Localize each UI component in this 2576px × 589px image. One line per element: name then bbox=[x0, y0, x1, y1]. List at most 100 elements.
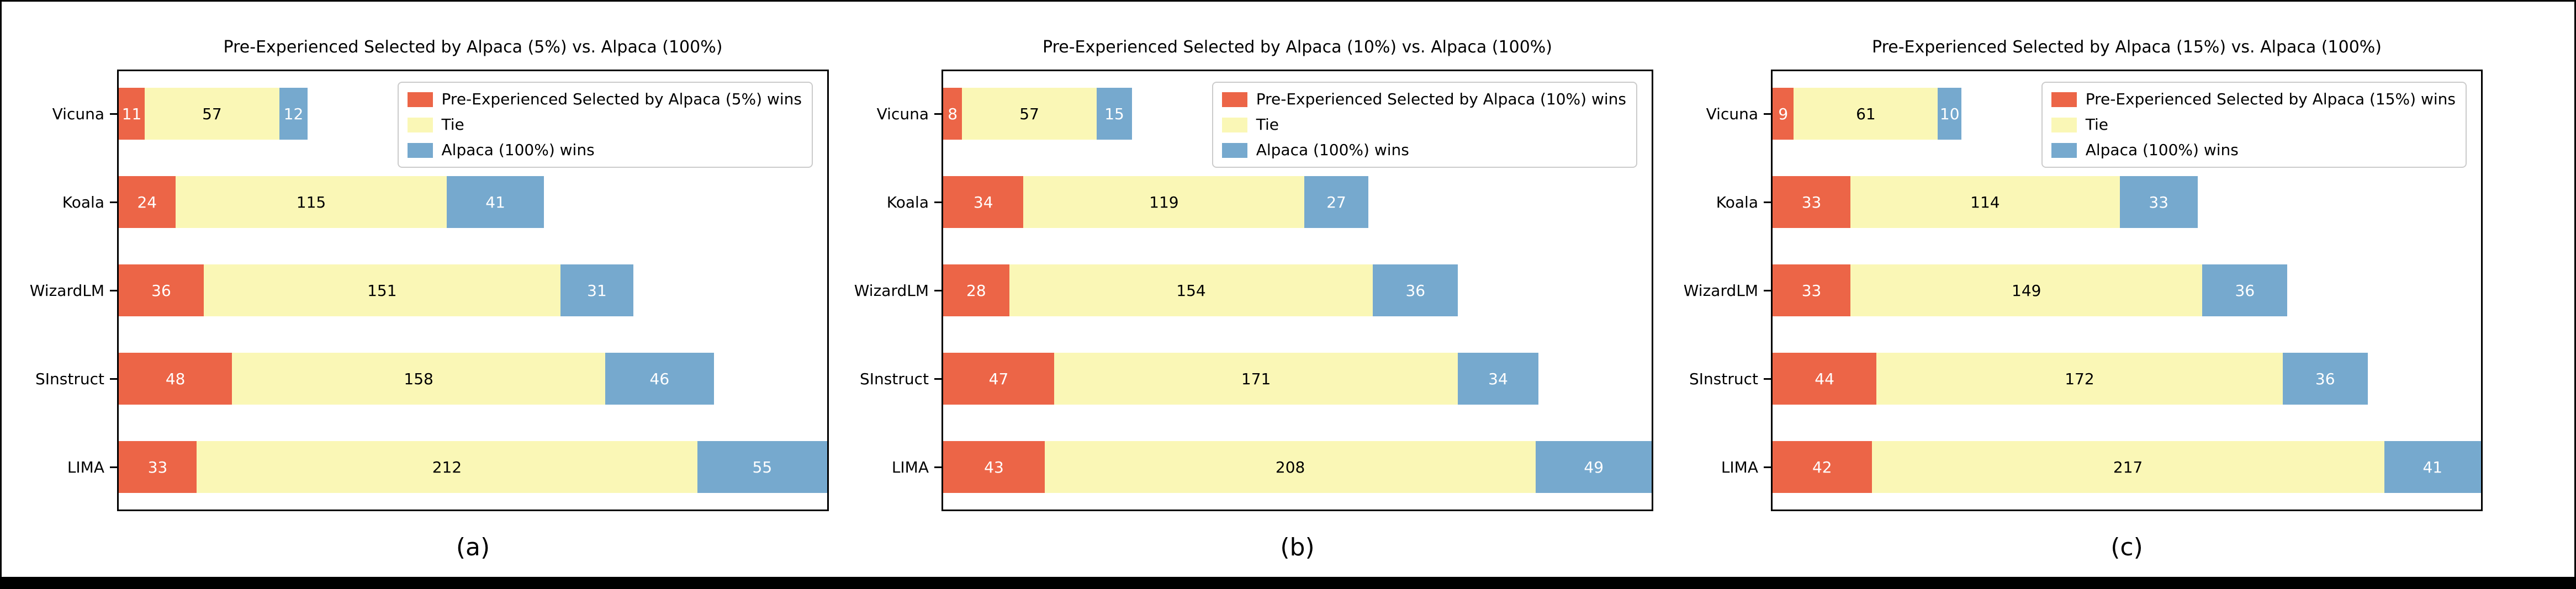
y-tick-label: Vicuna bbox=[52, 104, 104, 123]
legend-item-tie: Tie bbox=[407, 115, 802, 134]
bar-row: 11 57 12 bbox=[119, 88, 827, 140]
bar-row: 43 208 49 bbox=[943, 441, 1652, 493]
bar-value-label: 15 bbox=[1104, 104, 1124, 123]
legend-swatch-win-icon bbox=[2051, 92, 2077, 107]
legend-label: Pre-Experienced Selected by Alpaca (15%)… bbox=[2085, 90, 2456, 108]
subfigure-caption: (b) bbox=[1280, 533, 1315, 561]
bar-segment-win: 33 bbox=[1773, 264, 1851, 316]
bar-value-label: 47 bbox=[988, 369, 1009, 388]
legend-item-win: Pre-Experienced Selected by Alpaca (10%)… bbox=[1221, 91, 1626, 108]
bar-segment-lose: 36 bbox=[2202, 264, 2288, 316]
bar-segment-lose: 41 bbox=[447, 176, 544, 228]
bar-value-label: 212 bbox=[432, 458, 462, 476]
bar-segment-tie: 61 bbox=[1794, 88, 1938, 140]
bar-segment-tie: 119 bbox=[1023, 176, 1305, 228]
chart-title: Pre-Experienced Selected by Alpaca (10%)… bbox=[1043, 38, 1552, 57]
bar-value-label: 217 bbox=[2113, 458, 2143, 476]
y-tick-mark bbox=[1764, 201, 1771, 203]
subfigure-caption: (c) bbox=[2110, 533, 2143, 561]
bar-segment-tie: 171 bbox=[1054, 353, 1458, 405]
legend-item-win: Pre-Experienced Selected by Alpaca (5%) … bbox=[407, 90, 802, 108]
legend-item-tie: Tie bbox=[2051, 116, 2456, 134]
y-tick-label: SInstruct bbox=[860, 369, 929, 388]
y-tick-mark bbox=[110, 113, 117, 115]
subfigure-caption: (a) bbox=[456, 533, 490, 561]
bar-segment-win: 48 bbox=[119, 353, 232, 405]
y-tick-mark bbox=[934, 378, 941, 380]
bar-value-label: 154 bbox=[1176, 281, 1206, 300]
figure-content: Pre-Experienced Selected by Alpaca (5%) … bbox=[2, 2, 2574, 577]
bar-row: 33 114 33 bbox=[1773, 176, 2481, 228]
legend-label: Alpaca (100%) wins bbox=[2085, 141, 2239, 159]
y-tick-label: WizardLM bbox=[29, 281, 104, 300]
chart-panel-c: Pre-Experienced Selected by Alpaca (15%)… bbox=[1655, 2, 2513, 577]
bar-segment-win: 34 bbox=[943, 176, 1024, 228]
y-tick-mark bbox=[934, 290, 941, 291]
bar-value-label: 149 bbox=[2012, 281, 2041, 300]
bar-segment-win: 44 bbox=[1773, 353, 1877, 405]
bar-value-label: 55 bbox=[752, 458, 773, 476]
bar-segment-tie: 151 bbox=[203, 264, 560, 316]
bar-segment-win: 36 bbox=[119, 264, 204, 316]
y-tick-label: SInstruct bbox=[35, 369, 104, 388]
bar-value-label: 36 bbox=[2235, 281, 2255, 300]
y-tick-label: SInstruct bbox=[1689, 369, 1758, 388]
y-tick-mark bbox=[934, 113, 941, 115]
legend-swatch-lose-icon bbox=[2051, 142, 2077, 158]
legend-label: Alpaca (100%) wins bbox=[1256, 141, 1409, 159]
y-tick-mark bbox=[1764, 378, 1771, 380]
bar-segment-win: 42 bbox=[1773, 441, 1872, 493]
bar-value-label: 12 bbox=[283, 104, 304, 123]
bar-row: 33 149 36 bbox=[1773, 264, 2481, 316]
bar-value-label: 48 bbox=[165, 369, 186, 388]
bar-row: 8 57 15 bbox=[943, 88, 1652, 140]
bar-row: 9 61 10 bbox=[1773, 88, 2481, 140]
bar-segment-lose: 10 bbox=[1938, 88, 1962, 140]
bar-value-label: 34 bbox=[1488, 369, 1508, 388]
bar-row: 36 151 31 bbox=[119, 264, 827, 316]
bar-value-label: 46 bbox=[649, 369, 670, 388]
y-tick-label: Koala bbox=[62, 193, 104, 211]
chart-panel-a: Pre-Experienced Selected by Alpaca (5%) … bbox=[2, 2, 859, 577]
y-tick-label: Vicuna bbox=[876, 104, 929, 123]
bar-value-label: 171 bbox=[1241, 369, 1271, 388]
bar-value-label: 31 bbox=[587, 281, 607, 300]
chart-title: Pre-Experienced Selected by Alpaca (5%) … bbox=[223, 38, 723, 57]
bar-value-label: 10 bbox=[1939, 104, 1960, 123]
bar-value-label: 208 bbox=[1275, 458, 1305, 476]
bar-segment-lose: 49 bbox=[1536, 441, 1652, 493]
bar-value-label: 44 bbox=[1815, 369, 1834, 388]
legend-swatch-lose-icon bbox=[407, 142, 433, 158]
legend: Pre-Experienced Selected by Alpaca (5%) … bbox=[397, 82, 813, 168]
legend: Pre-Experienced Selected by Alpaca (10%)… bbox=[1212, 82, 1637, 168]
bar-value-label: 9 bbox=[1778, 104, 1789, 123]
y-tick-mark bbox=[1764, 290, 1771, 291]
y-tick-mark bbox=[1764, 113, 1771, 115]
bar-segment-win: 33 bbox=[119, 441, 197, 493]
bar-row: 33 212 55 bbox=[119, 441, 827, 493]
bar-segment-lose: 12 bbox=[279, 88, 308, 140]
legend-label: Tie bbox=[441, 115, 464, 134]
bar-segment-lose: 34 bbox=[1458, 353, 1538, 405]
legend-label: Tie bbox=[2085, 115, 2108, 134]
y-tick-mark bbox=[110, 466, 117, 468]
bar-segment-win: 33 bbox=[1773, 176, 1851, 228]
bar-segment-lose: 46 bbox=[605, 353, 714, 405]
legend-item-lose: Alpaca (100%) wins bbox=[2051, 141, 2456, 159]
legend-swatch-tie-icon bbox=[2051, 117, 2077, 132]
bar-segment-tie: 212 bbox=[197, 441, 697, 493]
legend-swatch-tie-icon bbox=[407, 117, 433, 132]
bar-segment-lose: 41 bbox=[2384, 441, 2481, 493]
bar-segment-lose: 15 bbox=[1096, 88, 1133, 140]
legend-label: Pre-Experienced Selected by Alpaca (5%) … bbox=[441, 90, 802, 108]
bar-segment-win: 9 bbox=[1773, 88, 1794, 140]
y-tick-mark bbox=[934, 201, 941, 203]
bar-row: 24 115 41 bbox=[119, 176, 827, 228]
bar-value-label: 42 bbox=[1812, 458, 1832, 476]
legend-item-lose: Alpaca (100%) wins bbox=[1221, 141, 1626, 159]
bar-value-label: 115 bbox=[296, 193, 326, 211]
bar-segment-tie: 158 bbox=[232, 353, 605, 405]
bar-row: 34 119 27 bbox=[943, 176, 1652, 228]
bar-value-label: 34 bbox=[973, 193, 993, 211]
bar-value-label: 41 bbox=[485, 193, 505, 211]
